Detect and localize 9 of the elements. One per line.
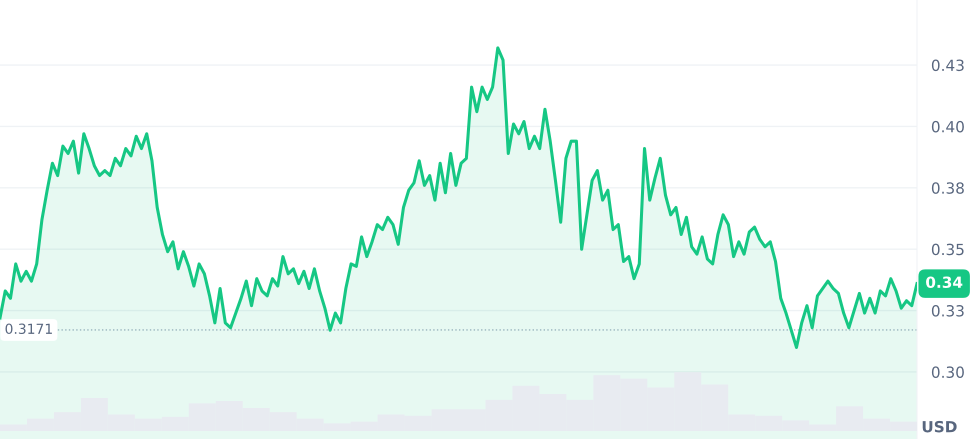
- text: 0.34: [926, 276, 962, 288]
- ref-line-label: 0.3171: [6, 324, 52, 334]
- y-axis-title: USD: [922, 420, 957, 432]
- y-tick-label: 0.30: [932, 366, 964, 378]
- y-tick-label: 0.43: [932, 60, 964, 72]
- y-tick-label: 0.35: [932, 244, 964, 256]
- y-tick-label: 0.38: [932, 182, 964, 194]
- y-tick-label: 0.40: [932, 120, 964, 132]
- y-tick-label: 0.33: [932, 305, 964, 317]
